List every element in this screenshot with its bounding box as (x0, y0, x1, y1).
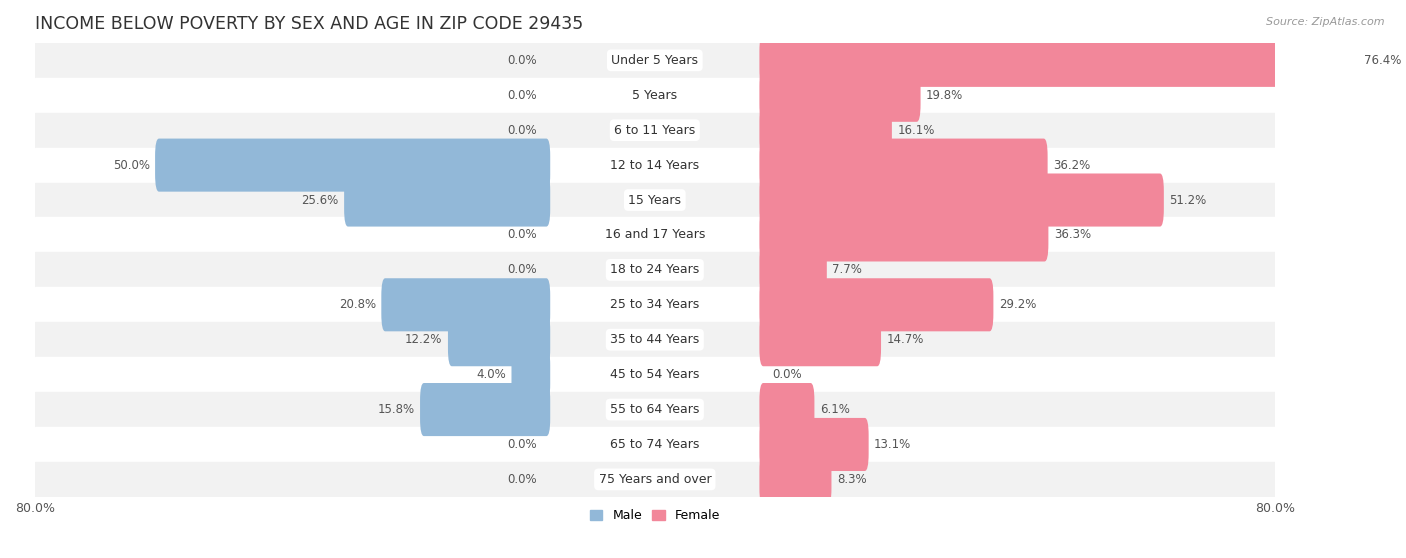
Text: 0.0%: 0.0% (508, 263, 537, 276)
Text: 76.4%: 76.4% (1302, 54, 1344, 67)
Text: 0.0%: 0.0% (508, 473, 537, 486)
FancyBboxPatch shape (155, 138, 550, 191)
FancyBboxPatch shape (759, 138, 1047, 191)
FancyBboxPatch shape (759, 174, 1164, 227)
FancyBboxPatch shape (759, 453, 831, 506)
Text: 15.8%: 15.8% (377, 403, 415, 416)
Bar (35, 43, 1275, 78)
Text: 55 to 64 Years: 55 to 64 Years (610, 403, 700, 416)
Bar (35, 113, 1275, 148)
Text: 75 Years and over: 75 Years and over (599, 473, 711, 486)
Text: 76.4%: 76.4% (1364, 54, 1402, 67)
FancyBboxPatch shape (759, 418, 869, 471)
Text: 5 Years: 5 Years (633, 89, 678, 102)
Text: 25.6%: 25.6% (301, 194, 339, 206)
Text: 29.2%: 29.2% (998, 299, 1036, 311)
Bar (35, 252, 1275, 287)
Bar (35, 148, 1275, 182)
Text: 0.0%: 0.0% (508, 89, 537, 102)
Bar (35, 392, 1275, 427)
Text: 0.0%: 0.0% (772, 368, 803, 381)
Text: 0.0%: 0.0% (508, 438, 537, 451)
Bar (35, 462, 1275, 497)
FancyBboxPatch shape (759, 243, 827, 296)
Text: 35 to 44 Years: 35 to 44 Years (610, 333, 699, 346)
Text: 20.8%: 20.8% (339, 299, 375, 311)
Text: 0.0%: 0.0% (508, 228, 537, 242)
Text: 12.2%: 12.2% (405, 333, 443, 346)
Text: 14.7%: 14.7% (886, 333, 924, 346)
FancyBboxPatch shape (759, 278, 994, 331)
Bar (35, 218, 1275, 252)
Text: 13.1%: 13.1% (875, 438, 911, 451)
Text: Source: ZipAtlas.com: Source: ZipAtlas.com (1267, 17, 1385, 27)
Text: 7.7%: 7.7% (832, 263, 862, 276)
FancyBboxPatch shape (420, 383, 550, 436)
Bar (35, 78, 1275, 113)
Text: 6.1%: 6.1% (820, 403, 849, 416)
Bar (35, 427, 1275, 462)
FancyBboxPatch shape (759, 383, 814, 436)
Text: 12 to 14 Years: 12 to 14 Years (610, 158, 699, 172)
FancyBboxPatch shape (512, 348, 550, 401)
FancyBboxPatch shape (759, 34, 1360, 87)
Bar (35, 357, 1275, 392)
Text: 8.3%: 8.3% (837, 473, 866, 486)
Text: 45 to 54 Years: 45 to 54 Years (610, 368, 700, 381)
FancyBboxPatch shape (759, 313, 882, 366)
FancyBboxPatch shape (449, 313, 550, 366)
FancyBboxPatch shape (759, 104, 891, 157)
FancyBboxPatch shape (759, 208, 1049, 262)
Text: 0.0%: 0.0% (508, 54, 537, 67)
FancyBboxPatch shape (381, 278, 550, 331)
Text: 51.2%: 51.2% (1170, 194, 1206, 206)
FancyBboxPatch shape (344, 174, 550, 227)
Text: 6 to 11 Years: 6 to 11 Years (614, 124, 696, 137)
Text: 15 Years: 15 Years (628, 194, 682, 206)
FancyBboxPatch shape (759, 69, 921, 122)
Bar (35, 287, 1275, 323)
Text: 65 to 74 Years: 65 to 74 Years (610, 438, 700, 451)
Text: 16.1%: 16.1% (897, 124, 935, 137)
Bar (35, 323, 1275, 357)
Text: 18 to 24 Years: 18 to 24 Years (610, 263, 699, 276)
Bar (35, 182, 1275, 218)
Text: Under 5 Years: Under 5 Years (612, 54, 699, 67)
Text: 4.0%: 4.0% (477, 368, 506, 381)
Text: 50.0%: 50.0% (112, 158, 149, 172)
Legend: Male, Female: Male, Female (589, 509, 720, 522)
Text: 36.3%: 36.3% (1054, 228, 1091, 242)
Text: 25 to 34 Years: 25 to 34 Years (610, 299, 699, 311)
Text: 0.0%: 0.0% (508, 124, 537, 137)
Text: INCOME BELOW POVERTY BY SEX AND AGE IN ZIP CODE 29435: INCOME BELOW POVERTY BY SEX AND AGE IN Z… (35, 15, 583, 33)
Text: 16 and 17 Years: 16 and 17 Years (605, 228, 704, 242)
Text: 19.8%: 19.8% (927, 89, 963, 102)
Text: 36.2%: 36.2% (1053, 158, 1090, 172)
